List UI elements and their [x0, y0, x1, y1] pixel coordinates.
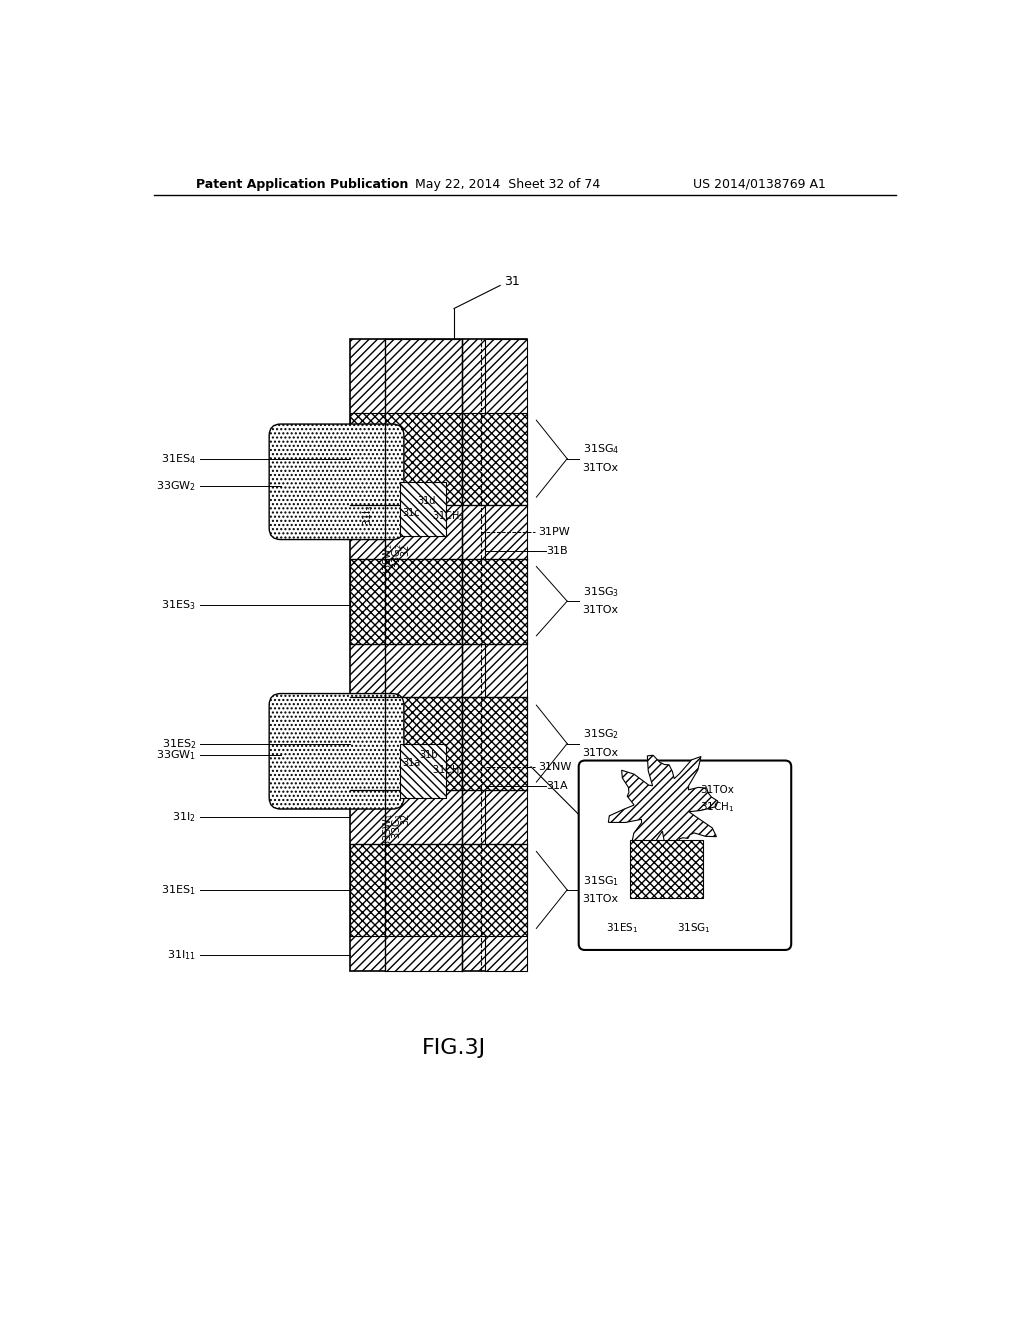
- Text: 31c: 31c: [402, 508, 420, 517]
- Text: 33GW$_1$: 33GW$_1$: [156, 748, 196, 762]
- Bar: [350, 558, 462, 644]
- FancyBboxPatch shape: [579, 760, 792, 950]
- Text: 31TOx: 31TOx: [583, 463, 618, 473]
- Text: 31I$_2$: 31I$_2$: [172, 810, 196, 824]
- Bar: [385, 339, 462, 970]
- Text: Patent Application Publication: Patent Application Publication: [196, 178, 409, 190]
- Text: 32: 32: [400, 544, 410, 556]
- Text: US 2014/0138769 A1: US 2014/0138769 A1: [692, 178, 825, 190]
- Text: 31B: 31B: [547, 546, 568, 556]
- Text: 31I$_1$$_1$: 31I$_1$$_1$: [167, 949, 196, 962]
- Text: 31: 31: [504, 275, 520, 288]
- Text: 33G$_2$: 33G$_2$: [390, 544, 403, 569]
- Text: 31CH$_1$: 31CH$_1$: [432, 764, 465, 777]
- Bar: [350, 413, 462, 506]
- Text: 31ES$_3$: 31ES$_3$: [162, 598, 196, 612]
- Bar: [630, 840, 702, 898]
- Polygon shape: [608, 755, 718, 865]
- Text: May 22, 2014  Sheet 32 of 74: May 22, 2014 Sheet 32 of 74: [416, 178, 601, 190]
- Text: 31CH$_1$: 31CH$_1$: [700, 800, 734, 813]
- Text: 31CH$_2$: 31CH$_2$: [432, 510, 465, 523]
- Text: 31NW: 31NW: [539, 762, 572, 772]
- Text: 31I$_3$: 31I$_3$: [360, 506, 375, 527]
- Bar: [462, 697, 527, 789]
- Text: 33SW$_2$: 33SW$_2$: [381, 544, 394, 577]
- Bar: [400, 743, 446, 797]
- Text: 31A: 31A: [547, 781, 568, 791]
- Text: 31SG$_3$: 31SG$_3$: [583, 585, 618, 599]
- Bar: [400, 482, 446, 536]
- Text: 31a: 31a: [402, 758, 421, 768]
- Bar: [462, 843, 527, 936]
- Text: 31SG$_1$: 31SG$_1$: [677, 921, 712, 936]
- Text: 31PW: 31PW: [539, 527, 570, 537]
- Text: 31TOx: 31TOx: [700, 785, 734, 795]
- Text: 33G$_1$: 33G$_1$: [390, 813, 403, 838]
- Text: 31TOx: 31TOx: [583, 748, 618, 758]
- Text: 31SG$_1$: 31SG$_1$: [583, 874, 618, 887]
- Text: 31TOx: 31TOx: [583, 894, 618, 904]
- FancyBboxPatch shape: [269, 693, 403, 809]
- Text: 31ES$_1$: 31ES$_1$: [606, 921, 639, 936]
- Bar: [484, 339, 527, 970]
- Text: 33SW$_1$: 33SW$_1$: [381, 813, 394, 847]
- Text: FIG.3J: FIG.3J: [422, 1038, 486, 1057]
- FancyBboxPatch shape: [269, 424, 403, 540]
- Text: 31b: 31b: [419, 750, 438, 760]
- Text: 33GW$_2$: 33GW$_2$: [156, 479, 196, 492]
- Text: 31SG$_2$: 31SG$_2$: [583, 727, 618, 742]
- Text: 32: 32: [400, 813, 410, 825]
- Text: 31TOx: 31TOx: [583, 606, 618, 615]
- Text: 31SG$_4$: 31SG$_4$: [583, 442, 620, 457]
- Text: 31ES$_1$: 31ES$_1$: [162, 883, 196, 896]
- Bar: [462, 558, 527, 644]
- Bar: [350, 697, 462, 789]
- Text: 31ES$_2$: 31ES$_2$: [162, 737, 196, 751]
- Text: 31ES$_4$: 31ES$_4$: [161, 451, 196, 466]
- Bar: [350, 339, 527, 970]
- Text: 31d: 31d: [418, 496, 436, 506]
- Bar: [462, 413, 527, 506]
- Bar: [350, 843, 462, 936]
